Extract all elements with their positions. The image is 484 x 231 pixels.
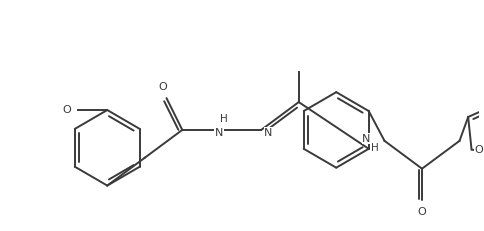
Text: O: O [473, 145, 482, 155]
Text: O: O [62, 105, 71, 115]
Text: O: O [158, 82, 166, 92]
Text: O: O [417, 207, 425, 217]
Text: H: H [370, 143, 378, 153]
Text: H: H [219, 114, 227, 124]
Text: N: N [264, 128, 272, 138]
Text: N: N [362, 134, 370, 144]
Text: N: N [214, 128, 223, 138]
